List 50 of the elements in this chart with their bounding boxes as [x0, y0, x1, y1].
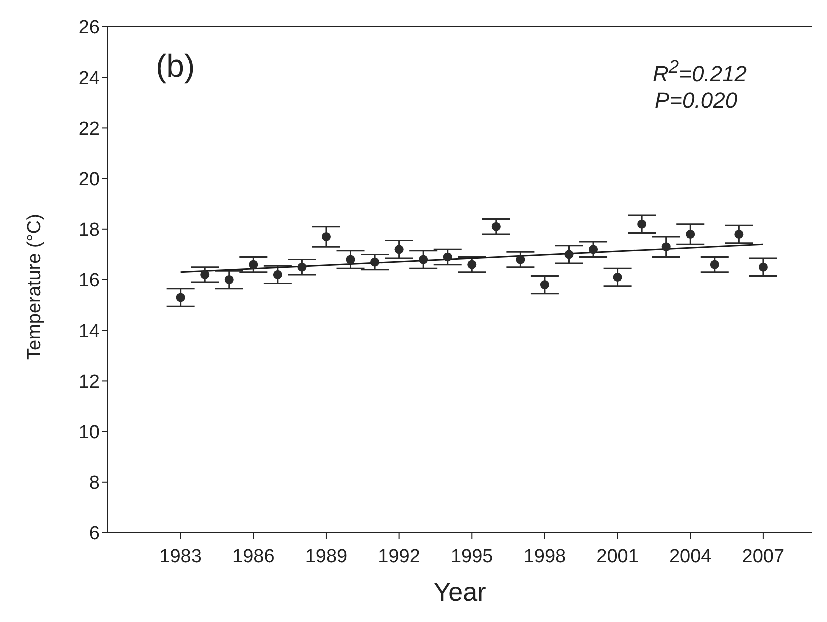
- point: [710, 260, 720, 270]
- y-tick-label: 6: [89, 524, 100, 545]
- point: [468, 260, 477, 270]
- point: [443, 252, 452, 262]
- y-tick-label: 26: [78, 18, 100, 39]
- point: [370, 258, 380, 267]
- x-tick-label: 2004: [669, 546, 712, 568]
- point: [686, 230, 696, 239]
- y-tick-label: 12: [78, 372, 100, 393]
- x-tick-label: 2001: [596, 546, 639, 568]
- point: [346, 255, 356, 264]
- point: [273, 270, 282, 280]
- y-tick-label: 22: [78, 118, 100, 140]
- point: [224, 275, 234, 285]
- annotation: (b): [156, 48, 196, 85]
- x-tick-label: 1986: [232, 546, 275, 568]
- y-tick-label: 16: [78, 270, 100, 292]
- x-tick-label: 1983: [160, 546, 202, 568]
- annotation: R$^{2}$=0.212: [653, 56, 747, 88]
- point: [492, 222, 501, 232]
- x-tick-label: 1998: [524, 546, 566, 568]
- annotation: P=0.020: [655, 88, 738, 114]
- point: [249, 260, 258, 270]
- y-axis-title: Temperature (°C): [24, 214, 46, 360]
- point: [516, 255, 526, 264]
- x-tick-label: 1995: [450, 546, 494, 568]
- x-tick-label: 2007: [742, 546, 785, 568]
- point: [322, 232, 331, 242]
- y-tick-label: 8: [89, 473, 100, 494]
- point: [298, 262, 307, 272]
- point: [564, 250, 574, 260]
- point: [638, 220, 647, 229]
- y-tick-label: 14: [78, 321, 100, 342]
- point: [394, 245, 404, 254]
- point: [176, 293, 186, 302]
- x-tick-label: 1989: [305, 546, 348, 568]
- point: [589, 245, 598, 254]
- y-tick-label: 20: [78, 170, 100, 191]
- y-tick-label: 18: [78, 220, 100, 242]
- point: [662, 242, 671, 252]
- y-tick-label: 24: [78, 68, 100, 90]
- point: [758, 262, 768, 272]
- y-tick-label: 10: [78, 422, 100, 444]
- point: [540, 280, 550, 290]
- x-tick-label: 1992: [378, 546, 420, 568]
- point: [734, 230, 744, 239]
- x-axis-title: Year: [434, 577, 487, 607]
- point: [613, 272, 622, 282]
- point: [419, 255, 428, 264]
- point: [200, 270, 210, 280]
